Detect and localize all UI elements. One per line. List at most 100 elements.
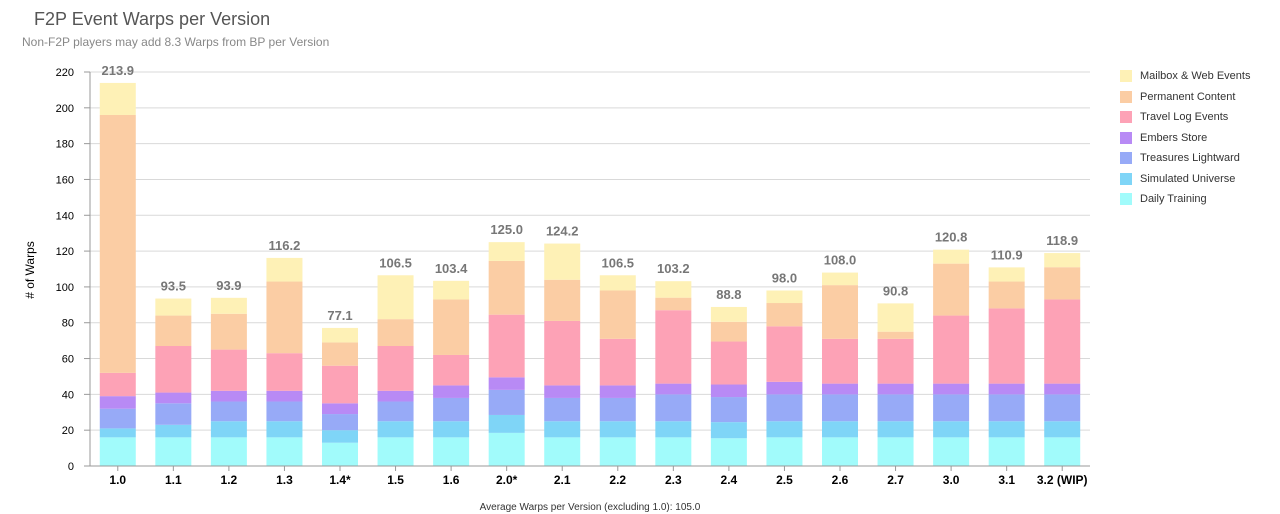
legend-label: Simulated Universe (1140, 172, 1236, 185)
legend-swatch (1120, 111, 1132, 124)
bar-segment-treasures-lightward (99, 408, 136, 429)
bar-segment-daily-training (877, 437, 914, 466)
bar-segment-simulated-universe (266, 421, 303, 438)
y-tick-label: 0 (68, 461, 74, 473)
bar-segment-embers-store (266, 390, 303, 402)
bar-segment-mailbox-web-events (155, 298, 192, 316)
bar-segment-embers-store (933, 383, 970, 395)
x-tick-label: 1.2 (221, 473, 238, 487)
bar-segment-daily-training (933, 437, 970, 466)
x-tick-label: 3.2 (WIP) (1037, 473, 1088, 487)
bar-segment-travel-log-events (377, 346, 414, 391)
chart-subtitle: Non-F2P players may add 8.3 Warps from B… (22, 35, 330, 49)
bar-segment-permanent-content (933, 263, 970, 316)
bar-segment-embers-store (210, 390, 247, 402)
bar-segment-simulated-universe (933, 421, 970, 438)
bar-segment-mailbox-web-events (266, 257, 303, 282)
x-tick-label: 3.1 (998, 473, 1015, 487)
bar-segment-mailbox-web-events (599, 275, 636, 291)
legend-label: Travel Log Events (1140, 111, 1229, 124)
bar-segment-mailbox-web-events (210, 297, 247, 314)
legend-swatch (1120, 131, 1132, 144)
bar-segment-travel-log-events (599, 338, 636, 386)
bar-segment-treasures-lightward (933, 394, 970, 422)
bar-segment-permanent-content (822, 285, 858, 339)
total-label: 120.8 (935, 230, 968, 245)
bar-segment-simulated-universe (988, 421, 1025, 438)
legend-entry[interactable]: Simulated Universe (1120, 169, 1250, 190)
bar-segment-simulated-universe (822, 421, 858, 438)
bar-segment-daily-training (766, 437, 803, 466)
bar-segment-treasures-lightward (377, 401, 414, 422)
bar-segment-mailbox-web-events (377, 275, 414, 320)
bar-segment-travel-log-events (766, 326, 803, 382)
y-tick-label: 80 (62, 318, 74, 330)
bar-segment-permanent-content (210, 313, 247, 350)
bar-segment-treasures-lightward (766, 394, 803, 422)
legend-entry[interactable]: Mailbox & Web Events (1120, 66, 1250, 87)
bar-segment-simulated-universe (655, 421, 692, 438)
total-label: 103.4 (435, 261, 468, 276)
bar-segment-travel-log-events (822, 338, 858, 384)
bar-segment-treasures-lightward (599, 397, 636, 422)
bar-segment-simulated-universe (322, 430, 358, 443)
x-tick-label: 1.4* (329, 473, 351, 487)
bar-segment-daily-training (99, 437, 136, 466)
total-label: 108.0 (824, 253, 857, 268)
bar-segment-treasures-lightward (210, 401, 247, 422)
bar-segment-travel-log-events (99, 372, 136, 397)
bar-segment-permanent-content (655, 297, 692, 311)
bar-segment-simulated-universe (155, 424, 192, 438)
bar-segment-travel-log-events (322, 365, 358, 404)
bar-segment-daily-training (210, 437, 247, 466)
bar-segment-embers-store (488, 377, 525, 390)
bar-segment-permanent-content (488, 260, 525, 315)
bar-segment-embers-store (433, 385, 470, 398)
bar-segment-treasures-lightward (488, 389, 525, 415)
x-tick-label: 2.2 (609, 473, 626, 487)
x-tick-label: 1.3 (276, 473, 293, 487)
bar-segment-embers-store (822, 383, 858, 395)
legend-entry[interactable]: Travel Log Events (1120, 107, 1250, 128)
legend-swatch (1120, 193, 1132, 206)
bar-segment-embers-store (1044, 383, 1081, 395)
total-label: 106.5 (602, 255, 635, 270)
bar-segment-embers-store (155, 392, 192, 404)
x-tick-label: 1.0 (109, 473, 126, 487)
bar-segment-mailbox-web-events (544, 243, 581, 280)
bar-segment-permanent-content (266, 281, 303, 354)
total-label: 93.9 (216, 278, 241, 293)
bar-segment-travel-log-events (655, 310, 692, 384)
legend-label: Embers Store (1140, 131, 1208, 144)
legend-label: Mailbox & Web Events (1140, 70, 1251, 83)
legend-entry[interactable]: Daily Training (1120, 189, 1250, 210)
bar-segment-travel-log-events (433, 354, 470, 386)
legend-entry[interactable]: Treasures Lightward (1120, 148, 1250, 169)
bar-segment-mailbox-web-events (433, 280, 470, 300)
bar-segment-mailbox-web-events (488, 242, 525, 261)
bar-segment-mailbox-web-events (655, 281, 692, 298)
bar-segment-mailbox-web-events (988, 267, 1025, 282)
bar-segment-mailbox-web-events (877, 303, 914, 332)
legend-entry[interactable]: Embers Store (1120, 128, 1250, 149)
bar-segment-embers-store (710, 384, 747, 398)
bar-segment-embers-store (599, 385, 636, 398)
bar-segment-permanent-content (99, 114, 136, 373)
bar-segment-daily-training (599, 437, 636, 466)
bar-segment-treasures-lightward (322, 414, 358, 431)
bar-segment-permanent-content (988, 281, 1025, 309)
bar-segment-travel-log-events (988, 308, 1025, 384)
x-tick-label: 2.3 (665, 473, 682, 487)
x-tick-label: 2.6 (832, 473, 849, 487)
bar-segment-treasures-lightward (544, 397, 581, 422)
x-tick-label: 2.4 (721, 473, 738, 487)
bar-segment-embers-store (988, 383, 1025, 395)
y-tick-label: 20 (62, 425, 74, 437)
legend-entry[interactable]: Permanent Content (1120, 87, 1250, 108)
bar-segment-mailbox-web-events (99, 82, 136, 115)
x-tick-label: 1.5 (387, 473, 404, 487)
axes: 0 20 40 60 80 100 120 140 160 180 200 220 1.0 1.1 1.2 1… (56, 67, 1090, 487)
bar-segment-daily-training (988, 437, 1025, 466)
bar-segment-simulated-universe (99, 428, 136, 438)
